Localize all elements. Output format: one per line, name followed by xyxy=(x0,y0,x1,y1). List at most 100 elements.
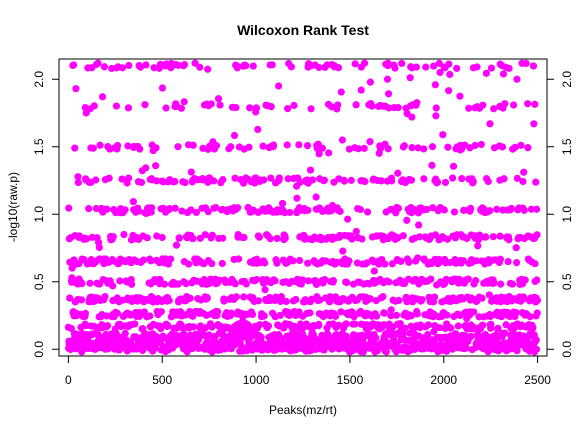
data-point xyxy=(189,234,197,243)
data-point xyxy=(423,205,431,214)
data-point xyxy=(406,74,414,82)
data-point xyxy=(472,257,481,265)
data-point xyxy=(281,234,289,242)
data-point xyxy=(215,276,223,284)
data-point xyxy=(312,193,320,201)
data-point xyxy=(387,177,396,185)
data-point xyxy=(125,61,133,70)
data-point xyxy=(245,143,253,151)
data-point xyxy=(408,144,416,152)
data-point xyxy=(92,176,100,184)
data-point xyxy=(242,62,250,70)
data-point xyxy=(189,141,197,149)
data-point xyxy=(231,280,239,288)
data-point xyxy=(533,309,541,317)
data-point xyxy=(465,104,473,112)
data-point xyxy=(427,275,435,283)
data-point xyxy=(290,101,298,110)
data-point xyxy=(377,177,386,185)
data-point xyxy=(293,194,301,202)
data-point xyxy=(142,164,150,172)
data-point xyxy=(401,324,409,332)
data-point xyxy=(498,143,507,151)
data-point xyxy=(165,205,174,213)
data-point xyxy=(484,177,492,186)
data-point xyxy=(118,64,127,72)
data-point xyxy=(532,336,540,344)
data-point xyxy=(316,296,324,304)
data-point xyxy=(372,312,381,320)
data-point xyxy=(482,69,490,77)
data-point xyxy=(479,321,487,329)
data-point xyxy=(395,296,403,305)
data-point xyxy=(520,168,528,176)
data-point xyxy=(142,61,150,69)
data-point xyxy=(201,324,209,332)
data-point xyxy=(94,59,102,67)
data-point xyxy=(171,204,179,212)
data-point xyxy=(124,104,133,112)
data-point xyxy=(415,233,424,241)
data-point xyxy=(180,60,189,69)
data-point xyxy=(77,296,86,304)
data-point xyxy=(124,142,132,150)
data-point xyxy=(342,320,350,328)
data-point xyxy=(524,144,532,152)
data-point xyxy=(192,208,200,217)
data-point xyxy=(529,62,538,70)
data-point xyxy=(504,257,512,266)
data-point xyxy=(479,101,487,109)
x-axis: 0 500 1000 1500 2000 2500 xyxy=(65,355,551,387)
data-point xyxy=(153,232,161,240)
data-point xyxy=(459,257,467,265)
data-point xyxy=(175,234,183,242)
data-point xyxy=(296,178,304,186)
data-point xyxy=(340,177,348,185)
data-point xyxy=(361,177,369,186)
data-point xyxy=(66,294,74,302)
data-point xyxy=(348,235,356,243)
data-point xyxy=(334,64,343,72)
data-point xyxy=(467,204,475,212)
data-point xyxy=(398,59,406,68)
data-point xyxy=(372,334,380,342)
data-point xyxy=(345,257,353,265)
data-point xyxy=(329,276,338,285)
data-point xyxy=(366,138,374,146)
data-point xyxy=(254,125,262,134)
data-point xyxy=(232,293,240,301)
data-point xyxy=(232,103,240,112)
data-point xyxy=(171,177,179,186)
data-point xyxy=(527,205,536,213)
data-point xyxy=(485,291,493,299)
data-point xyxy=(415,221,423,229)
data-point xyxy=(103,312,111,320)
data-point xyxy=(315,150,323,158)
data-point xyxy=(531,100,539,108)
data-point xyxy=(473,63,481,71)
data-point xyxy=(113,309,121,317)
data-point xyxy=(212,142,221,150)
data-point xyxy=(496,232,504,240)
data-point xyxy=(343,278,351,287)
data-point xyxy=(533,296,542,304)
data-point xyxy=(336,207,344,215)
data-point xyxy=(214,95,223,103)
data-point xyxy=(148,204,156,212)
data-point xyxy=(384,145,392,153)
data-point xyxy=(186,294,194,302)
data-point xyxy=(433,178,442,186)
data-point xyxy=(345,145,353,153)
data-point xyxy=(448,174,457,182)
data-point xyxy=(269,141,278,149)
data-point xyxy=(89,144,97,152)
data-point xyxy=(422,63,430,71)
data-point xyxy=(201,231,209,239)
data-point xyxy=(328,345,336,353)
data-point xyxy=(387,306,395,314)
data-point xyxy=(464,275,472,283)
data-point xyxy=(360,59,369,67)
data-point xyxy=(231,174,239,182)
data-point xyxy=(440,206,448,214)
data-point xyxy=(304,277,313,285)
